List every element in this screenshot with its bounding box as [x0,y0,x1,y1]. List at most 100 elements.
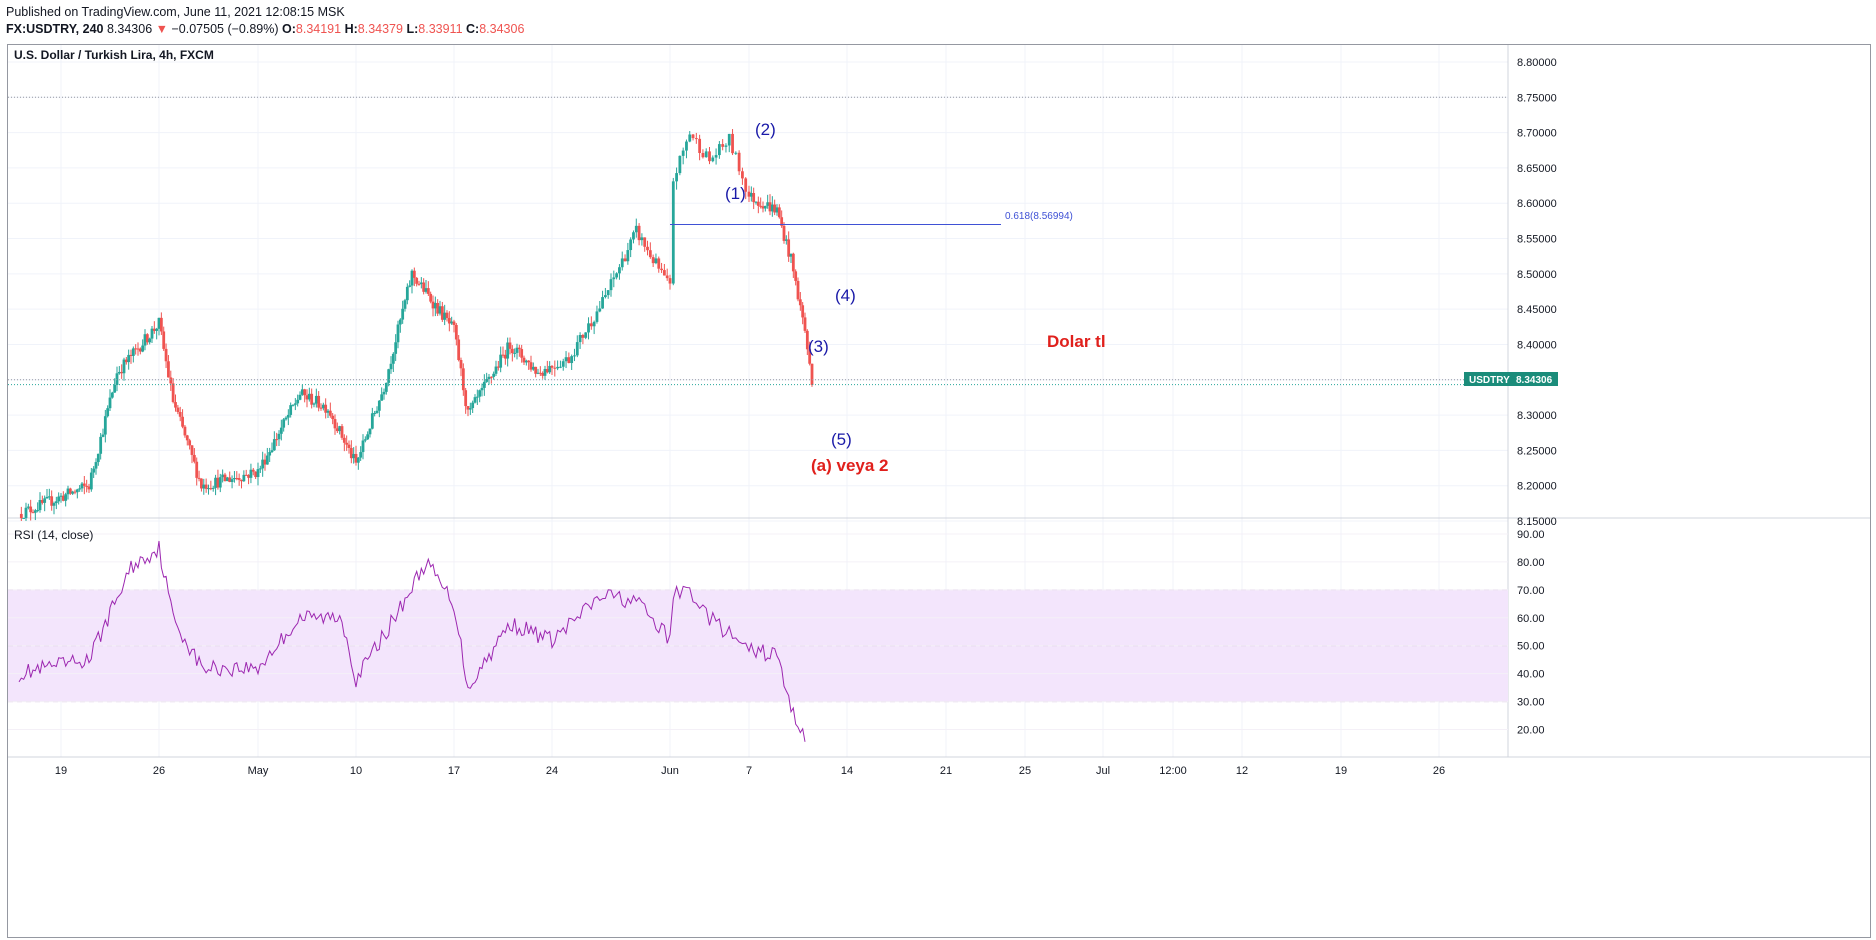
candle-body [721,144,725,147]
candle-body [763,205,767,209]
close-value: 8.34306 [479,22,525,36]
candle-body [704,151,708,158]
candle-body [575,342,579,356]
candle-body [741,171,744,179]
candle-body [681,150,685,156]
candle-body [89,472,93,490]
candle-body [660,268,663,271]
low-label: L: [406,22,419,36]
candle-body [59,495,63,497]
candle-body [646,246,649,251]
candle-body [466,406,470,410]
candle-body [429,293,433,302]
candle-body [279,427,283,434]
candle-body [204,484,208,489]
candle-body [258,468,262,470]
candle-body [396,324,400,343]
candle-body [101,434,105,437]
candle-body [394,342,398,354]
candle-body [99,436,103,454]
price-tick-label: 8.30000 [1517,410,1557,422]
candle-body [598,308,602,312]
candle-body [26,506,30,508]
candle-body [634,225,638,233]
candle-body [648,250,652,258]
candle-body [496,366,500,368]
candle-body [592,321,596,327]
candle-body [384,382,388,392]
candle-body [230,479,234,482]
candle-body [113,384,117,393]
candle-body [609,279,613,291]
rsi-tick-label: 50.00 [1517,641,1545,653]
candle-body [492,373,496,377]
candle-body [744,178,748,192]
candle-body [431,301,435,309]
candle-body [61,495,65,501]
candle-body [494,366,498,374]
candle-body [64,494,68,501]
candle-body [148,338,152,343]
wave-1-label: (1) [725,184,746,203]
candle-body [380,394,384,401]
candle-body [450,321,454,324]
candle-body [256,469,260,478]
price-tick-label: 8.25000 [1517,445,1557,457]
candle-body [567,357,571,364]
high-value: 8.34379 [357,22,403,36]
candle-body [345,442,349,445]
candle-body [129,354,133,356]
candle-body [43,498,47,503]
candle-body [120,371,124,374]
chart-canvas[interactable]: 8.80000 8.75000 8.70000 8.65000 8.60000 8.550… [8,45,1870,937]
candle-body [766,202,770,206]
candle-body [176,407,180,413]
wave-2-label: (2) [755,120,776,139]
candle-body [352,453,356,459]
candle-body [249,469,253,478]
candle-body [573,355,576,357]
candle-body [82,483,86,486]
candle-body [188,440,192,446]
candle-body [310,393,314,405]
x-tick-label: 19 [55,765,67,777]
candle-body [688,134,692,142]
candle-body [475,396,479,398]
candle-body [510,348,514,354]
price-tick-label: 8.55000 [1517,234,1557,246]
candle-body [752,193,756,203]
candle-body [247,474,250,478]
rsi-pane-title: RSI (14, close) [14,528,93,542]
candle-body [678,155,682,174]
candle-body [284,417,288,420]
candle-body [398,319,402,325]
candle-body [24,507,28,518]
candle-body [150,328,154,339]
candle-body [122,359,126,374]
candle-body [543,368,547,376]
candle-body [803,317,807,331]
price-tag [1464,372,1558,386]
candle-body [489,376,493,378]
candle-body [711,157,715,162]
price-tick-label: 8.80000 [1517,57,1557,69]
candle-body [22,517,26,519]
candle-body [698,138,702,153]
candle-body [68,488,72,494]
candle-body [52,503,56,506]
price-tick-label: 8.15000 [1517,516,1557,528]
candle-body [759,205,763,207]
candle-body [419,282,423,284]
candle-body [218,477,222,488]
price-tick-label: 8.20000 [1517,481,1557,493]
candle-body [368,428,372,435]
candle-body [701,152,705,158]
candle-body [237,478,241,480]
candle-body [749,193,753,197]
wave-3-label: (3) [808,337,829,356]
candle-body [417,283,421,285]
candle-body [422,282,426,292]
candle-body [211,487,215,489]
open-value: 8.34191 [295,22,342,36]
chart-frame[interactable]: 8.80000 8.75000 8.70000 8.65000 8.60000 8.550… [7,44,1871,938]
